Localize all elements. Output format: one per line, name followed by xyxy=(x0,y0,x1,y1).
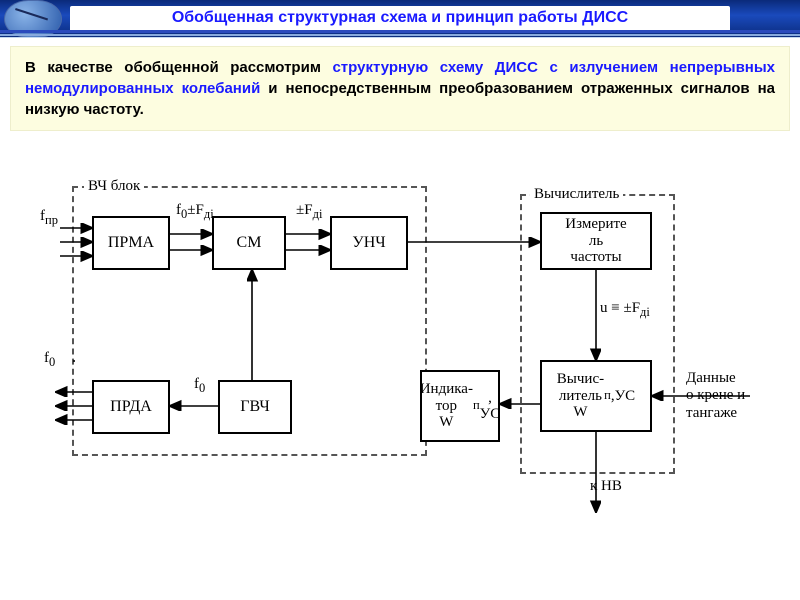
page-title: Обобщенная структурная схема и принцип р… xyxy=(70,6,730,32)
label-ueq: u ≡ ±Fдi xyxy=(600,300,650,320)
label-pmfdi: ±Fдi xyxy=(296,202,322,222)
block-vychislitel: Вычис-лительWп,УС xyxy=(540,360,652,432)
intro-part1: В качестве обобщенной рассмотрим xyxy=(25,59,332,76)
block-sm: СМ xyxy=(212,216,286,270)
block-prma: ПРМА xyxy=(92,216,170,270)
intro-text: В качестве обобщенной рассмотрим структу… xyxy=(10,46,790,131)
block-prda: ПРДА xyxy=(92,380,170,434)
label-fpr: fпр xyxy=(40,208,58,228)
block-izmeritel: Измерительчастоты xyxy=(540,212,652,270)
block-unch: УНЧ xyxy=(330,216,408,270)
label-dannye: Данныео крене итангаже xyxy=(686,370,745,422)
label-vychislitel: Вычислитель xyxy=(530,186,623,203)
label-f0fdi: f0±Fдi xyxy=(176,202,214,222)
block-diagram: ВЧ блок Вычислитель fпр f0±Fдi ±Fдi f0 f… xyxy=(30,180,770,560)
label-knv: к НВ xyxy=(590,478,622,495)
label-f0-bot: f0 xyxy=(194,376,205,396)
decor-bars xyxy=(0,30,800,38)
block-gvch: ГВЧ xyxy=(218,380,292,434)
block-indikator: Индика-торWп , УС xyxy=(420,370,500,442)
label-f0-top: f0 xyxy=(44,350,55,370)
label-vch-block: ВЧ блок xyxy=(84,178,144,195)
